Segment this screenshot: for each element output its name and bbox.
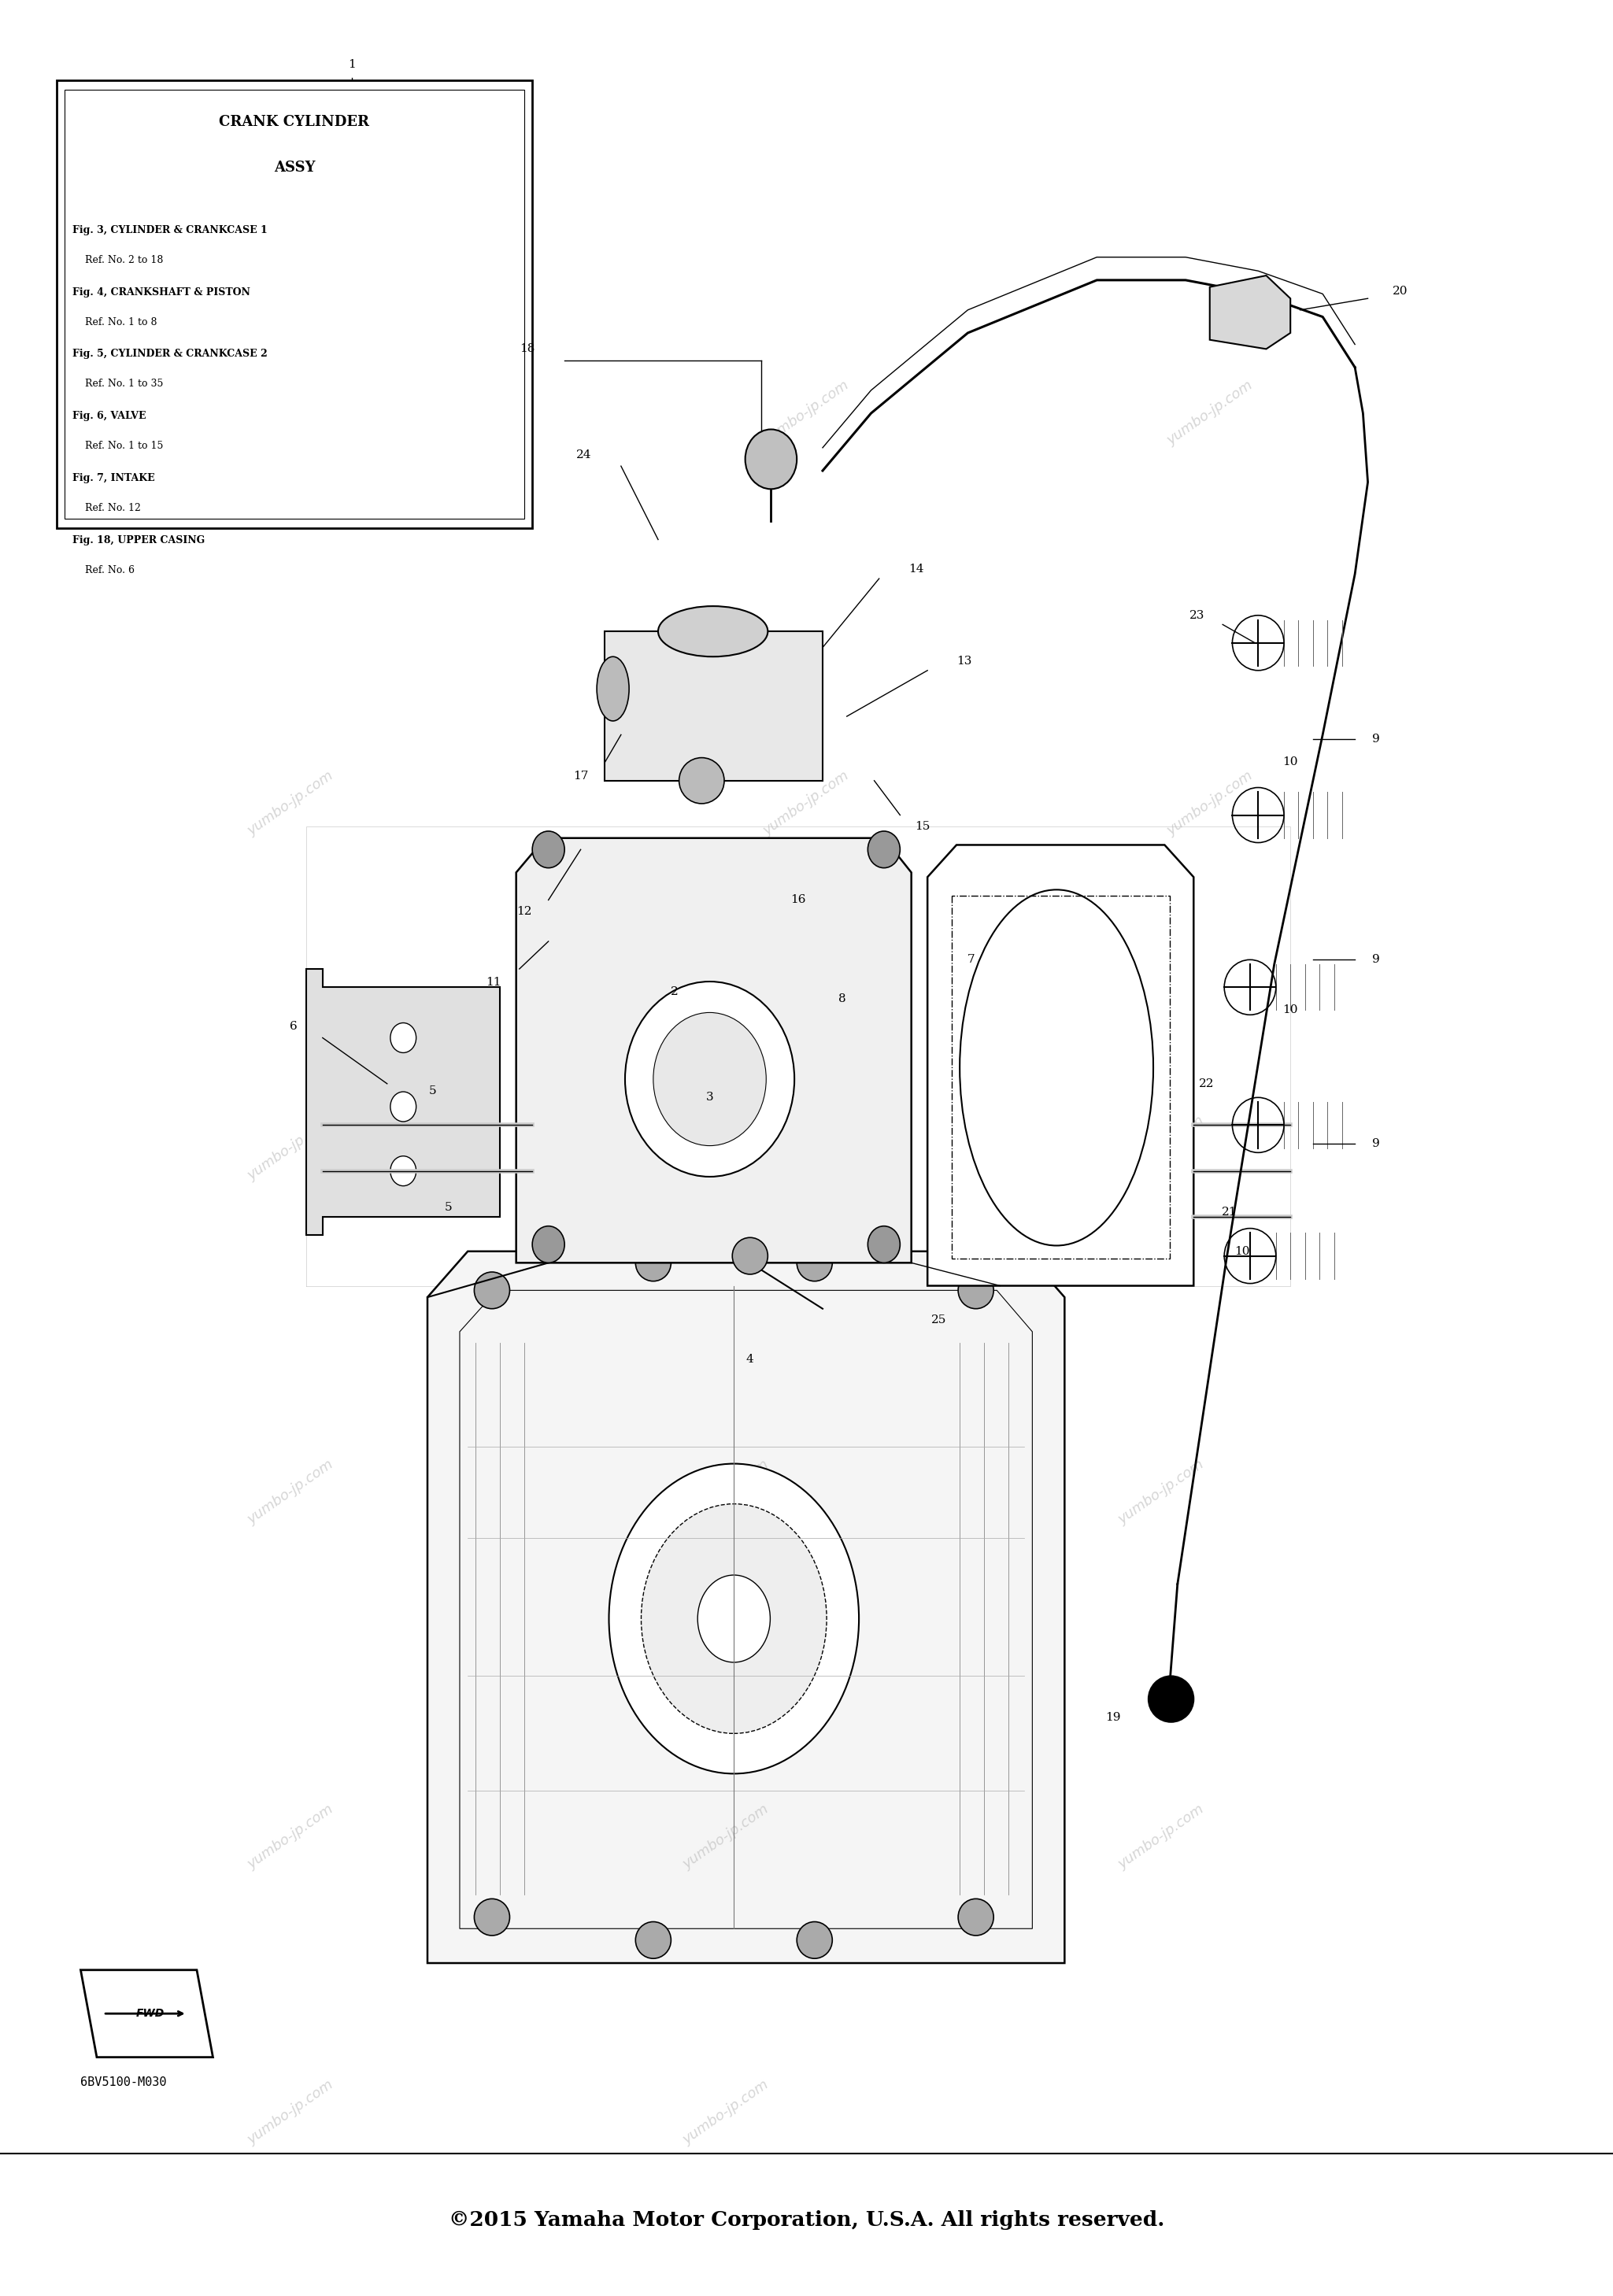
Text: yumbo-jp.com: yumbo-jp.com [681, 1802, 771, 1871]
Ellipse shape [745, 429, 797, 489]
Text: 21: 21 [1221, 1208, 1237, 1217]
Polygon shape [81, 1970, 213, 2057]
Text: 9: 9 [1373, 1139, 1379, 1148]
Ellipse shape [610, 1465, 858, 1773]
Ellipse shape [640, 1504, 826, 1733]
Text: FWD: FWD [135, 2009, 165, 2018]
Text: 11: 11 [486, 978, 502, 987]
Ellipse shape [636, 1244, 671, 1281]
Ellipse shape [868, 831, 900, 868]
Text: 6: 6 [290, 1022, 297, 1031]
Text: Fig. 6, VALVE: Fig. 6, VALVE [73, 411, 147, 420]
Text: yumbo-jp.com: yumbo-jp.com [761, 379, 852, 448]
Ellipse shape [958, 1899, 994, 1936]
Text: yumbo-jp.com: yumbo-jp.com [1116, 1458, 1207, 1527]
Text: 20: 20 [1392, 287, 1408, 296]
Text: yumbo-jp.com: yumbo-jp.com [1116, 1802, 1207, 1871]
Text: 10: 10 [1282, 758, 1298, 767]
Text: yumbo-jp.com: yumbo-jp.com [1165, 769, 1255, 838]
Ellipse shape [679, 758, 724, 804]
Text: Ref. No. 6: Ref. No. 6 [73, 565, 135, 574]
Text: 16: 16 [790, 895, 806, 905]
Ellipse shape [532, 831, 565, 868]
Text: Ref. No. 1 to 35: Ref. No. 1 to 35 [73, 379, 163, 388]
Text: ASSY: ASSY [274, 161, 315, 174]
Text: Ref. No. 12: Ref. No. 12 [73, 503, 140, 512]
Ellipse shape [390, 1024, 416, 1052]
Ellipse shape [653, 1013, 766, 1146]
Text: yumbo-jp.com: yumbo-jp.com [245, 1114, 336, 1182]
Text: 1: 1 [348, 60, 355, 69]
Text: ©2015 Yamaha Motor Corporation, U.S.A. All rights reserved.: ©2015 Yamaha Motor Corporation, U.S.A. A… [448, 2211, 1165, 2229]
Text: CRANK CYLINDER: CRANK CYLINDER [219, 115, 369, 129]
Polygon shape [427, 1251, 1065, 1963]
Ellipse shape [532, 1226, 565, 1263]
Polygon shape [306, 969, 500, 1235]
Text: Fig. 7, INTAKE: Fig. 7, INTAKE [73, 473, 155, 482]
Ellipse shape [1148, 1676, 1194, 1722]
Text: yumbo-jp.com: yumbo-jp.com [1165, 379, 1255, 448]
Text: yumbo-jp.com: yumbo-jp.com [681, 1458, 771, 1527]
Text: yumbo-jp.com: yumbo-jp.com [245, 2078, 336, 2147]
Text: 4: 4 [747, 1355, 753, 1364]
Text: 7: 7 [968, 955, 974, 964]
Polygon shape [927, 845, 1194, 1286]
Polygon shape [516, 838, 911, 1263]
Ellipse shape [390, 1157, 416, 1185]
Text: 25: 25 [931, 1316, 947, 1325]
Text: 17: 17 [573, 771, 589, 781]
Text: yumbo-jp.com: yumbo-jp.com [245, 1458, 336, 1527]
Ellipse shape [390, 1091, 416, 1120]
Text: yumbo-jp.com: yumbo-jp.com [761, 769, 852, 838]
Text: 12: 12 [516, 907, 532, 916]
Ellipse shape [474, 1272, 510, 1309]
Text: 9: 9 [1373, 955, 1379, 964]
Ellipse shape [474, 1899, 510, 1936]
Text: 5: 5 [445, 1203, 452, 1212]
Ellipse shape [958, 1272, 994, 1309]
Ellipse shape [797, 1922, 832, 1958]
Ellipse shape [697, 1575, 769, 1662]
Text: 10: 10 [1282, 1006, 1298, 1015]
Text: 6BV5100-M030: 6BV5100-M030 [81, 2076, 166, 2089]
Text: 5: 5 [429, 1086, 436, 1095]
Text: 14: 14 [908, 565, 924, 574]
Text: 15: 15 [915, 822, 931, 831]
Ellipse shape [732, 1238, 768, 1274]
Ellipse shape [597, 657, 629, 721]
Text: 19: 19 [1105, 1713, 1121, 1722]
Text: 18: 18 [519, 344, 536, 354]
Text: 9: 9 [1373, 735, 1379, 744]
Text: 2: 2 [671, 987, 677, 996]
Text: Ref. No. 2 to 18: Ref. No. 2 to 18 [73, 255, 163, 264]
Text: yumbo-jp.com: yumbo-jp.com [245, 379, 336, 448]
Text: 22: 22 [1198, 1079, 1215, 1088]
Text: 8: 8 [839, 994, 845, 1003]
Ellipse shape [658, 606, 768, 657]
Ellipse shape [868, 1226, 900, 1263]
Polygon shape [605, 631, 823, 781]
Text: 24: 24 [576, 450, 592, 459]
Text: yumbo-jp.com: yumbo-jp.com [245, 1802, 336, 1871]
Text: Fig. 3, CYLINDER & CRANKCASE 1: Fig. 3, CYLINDER & CRANKCASE 1 [73, 225, 268, 234]
Text: 3: 3 [706, 1093, 713, 1102]
Text: Fig. 18, UPPER CASING: Fig. 18, UPPER CASING [73, 535, 205, 544]
Ellipse shape [624, 983, 794, 1176]
Ellipse shape [636, 1922, 671, 1958]
Text: yumbo-jp.com: yumbo-jp.com [681, 1114, 771, 1182]
Text: Fig. 4, CRANKSHAFT & PISTON: Fig. 4, CRANKSHAFT & PISTON [73, 287, 250, 296]
Text: Ref. No. 1 to 15: Ref. No. 1 to 15 [73, 441, 163, 450]
Ellipse shape [797, 1244, 832, 1281]
Text: 23: 23 [1189, 611, 1205, 620]
Text: Fig. 5, CYLINDER & CRANKCASE 2: Fig. 5, CYLINDER & CRANKCASE 2 [73, 349, 268, 358]
Text: 13: 13 [957, 657, 973, 666]
FancyBboxPatch shape [56, 80, 532, 528]
Text: Ref. No. 1 to 8: Ref. No. 1 to 8 [73, 317, 156, 326]
Text: yumbo-jp.com: yumbo-jp.com [245, 769, 336, 838]
Text: 10: 10 [1234, 1247, 1250, 1256]
Polygon shape [1210, 276, 1290, 349]
Text: yumbo-jp.com: yumbo-jp.com [681, 2078, 771, 2147]
Text: yumbo-jp.com: yumbo-jp.com [1116, 1114, 1207, 1182]
